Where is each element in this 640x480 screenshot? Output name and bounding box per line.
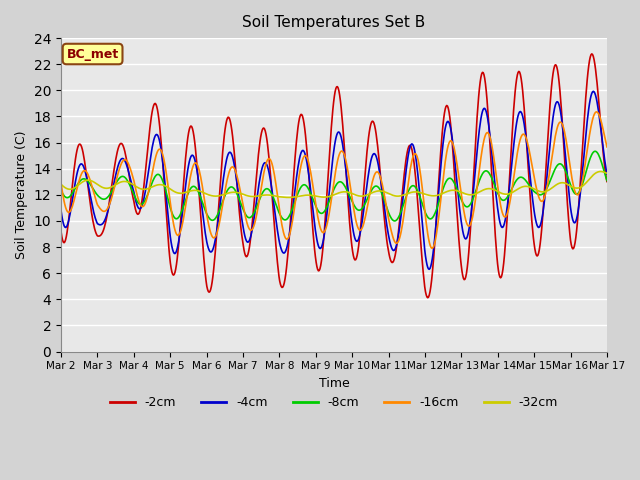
-8cm: [207, 217, 215, 223]
X-axis label: Time: Time: [319, 377, 349, 390]
-4cm: [57, 207, 65, 213]
-4cm: [603, 171, 611, 177]
-32cm: [67, 186, 75, 192]
-32cm: [417, 190, 425, 196]
-4cm: [589, 88, 597, 94]
-16cm: [179, 221, 186, 227]
Line: -8cm: -8cm: [61, 151, 607, 221]
-8cm: [67, 192, 75, 198]
Text: BC_met: BC_met: [67, 48, 119, 60]
Title: Soil Temperatures Set B: Soil Temperatures Set B: [243, 15, 426, 30]
-8cm: [591, 148, 598, 154]
-2cm: [424, 295, 431, 300]
-2cm: [124, 160, 131, 166]
-32cm: [597, 168, 605, 174]
-4cm: [179, 209, 186, 215]
-32cm: [57, 181, 65, 187]
-8cm: [417, 197, 425, 203]
-8cm: [401, 197, 409, 203]
-16cm: [401, 210, 408, 216]
-16cm: [124, 158, 131, 164]
-2cm: [603, 179, 611, 184]
-32cm: [179, 190, 186, 196]
-16cm: [416, 169, 424, 175]
-8cm: [57, 187, 65, 193]
-2cm: [416, 232, 424, 238]
Line: -16cm: -16cm: [61, 112, 607, 248]
Legend: -2cm, -4cm, -8cm, -16cm, -32cm: -2cm, -4cm, -8cm, -16cm, -32cm: [105, 391, 563, 414]
-2cm: [67, 196, 75, 202]
-2cm: [57, 228, 65, 234]
-4cm: [426, 266, 433, 272]
-32cm: [285, 194, 292, 200]
-4cm: [124, 164, 131, 169]
-2cm: [401, 171, 408, 177]
-4cm: [401, 184, 408, 190]
-16cm: [57, 180, 65, 186]
Line: -4cm: -4cm: [61, 91, 607, 269]
-16cm: [67, 207, 75, 213]
Line: -32cm: -32cm: [61, 171, 607, 197]
-16cm: [207, 232, 215, 238]
-2cm: [179, 193, 186, 199]
-32cm: [401, 192, 409, 197]
-4cm: [207, 249, 215, 255]
-8cm: [390, 218, 398, 224]
-16cm: [603, 144, 611, 150]
-4cm: [416, 196, 424, 202]
-2cm: [207, 284, 215, 289]
-32cm: [603, 170, 611, 176]
-8cm: [179, 206, 186, 212]
Y-axis label: Soil Temperature (C): Soil Temperature (C): [15, 131, 28, 259]
-2cm: [588, 51, 596, 57]
Line: -2cm: -2cm: [61, 54, 607, 298]
-4cm: [67, 206, 75, 212]
-8cm: [603, 178, 611, 183]
-32cm: [124, 179, 131, 185]
-16cm: [593, 109, 600, 115]
-8cm: [124, 177, 131, 183]
-16cm: [428, 245, 436, 251]
-32cm: [207, 193, 215, 199]
